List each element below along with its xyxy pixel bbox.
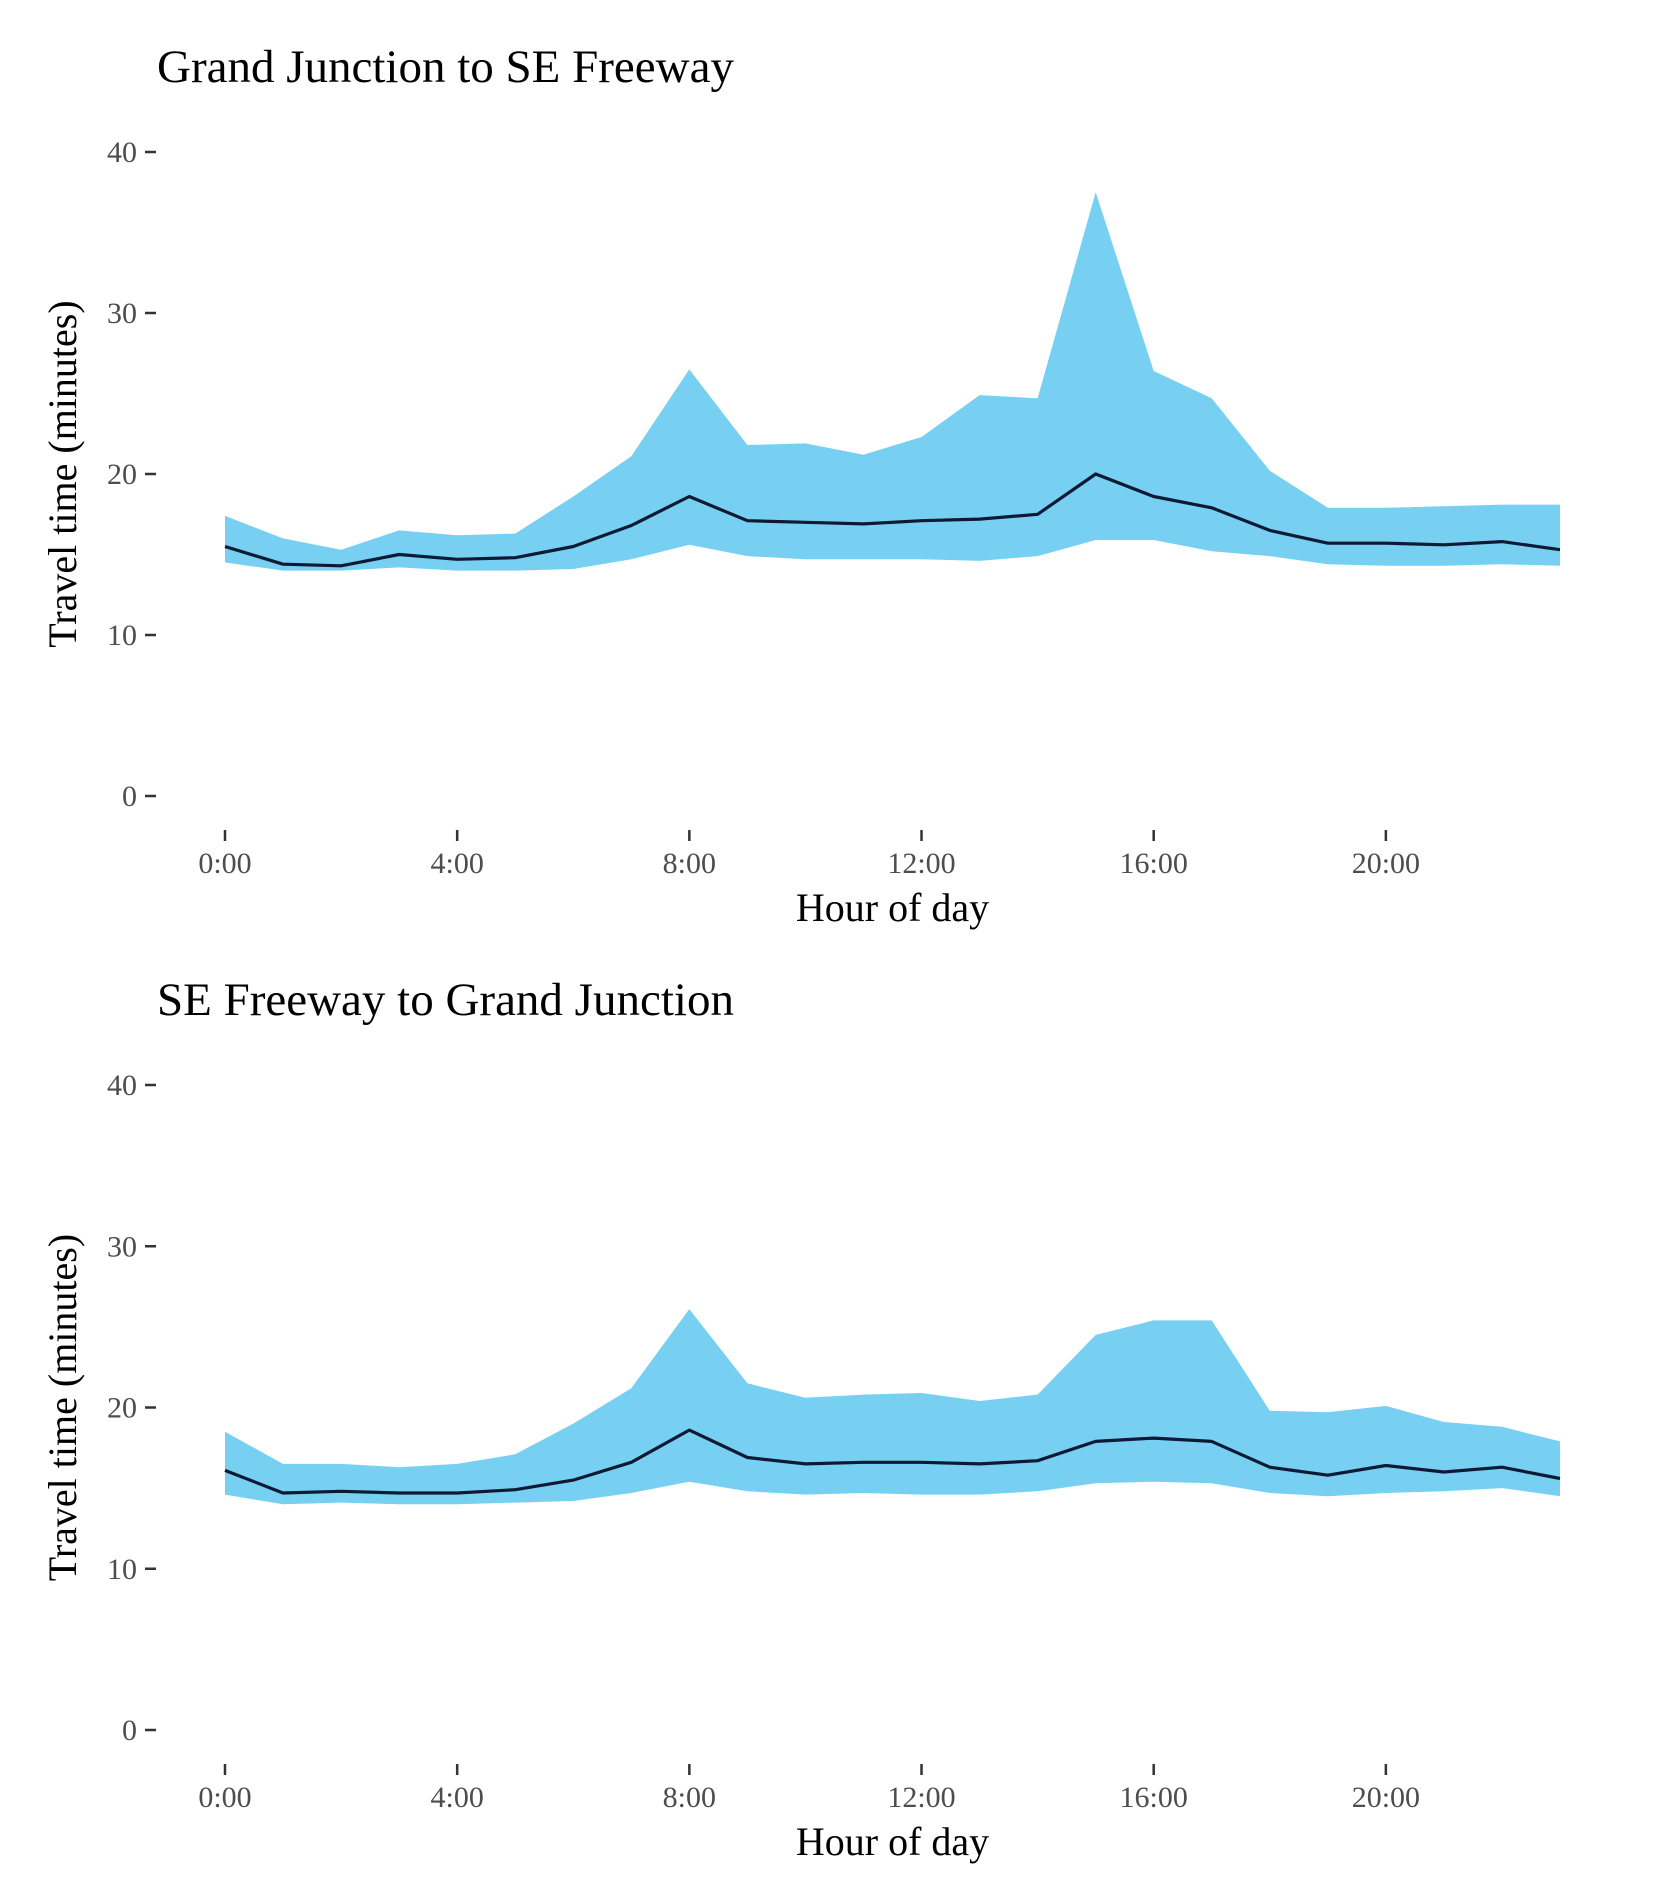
x-tick-label: 12:00 xyxy=(887,1781,955,1814)
y-axis-title: Travel time (minutes) xyxy=(40,300,85,647)
y-tick-label: 30 xyxy=(107,1230,137,1263)
y-tick-label: 20 xyxy=(107,458,137,491)
x-axis-title: Hour of day xyxy=(796,1819,989,1864)
x-axis: 0:00 4:00 8:00 12:00 16:00 20:00 Hour of… xyxy=(198,1764,1420,1864)
x-axis: 0:00 4:00 8:00 12:00 16:00 20:00 Hour of… xyxy=(198,830,1420,930)
x-tick-label: 12:00 xyxy=(887,847,955,880)
x-tick-label: 16:00 xyxy=(1120,1781,1188,1814)
y-tick-label: 0 xyxy=(122,1714,137,1747)
interval-band xyxy=(225,1309,1560,1505)
x-tick-label: 20:00 xyxy=(1352,847,1420,880)
plot-area xyxy=(224,192,1561,571)
interval-band xyxy=(225,192,1560,571)
x-tick-label: 0:00 xyxy=(198,1781,251,1814)
chart-title: Grand Junction to SE Freeway xyxy=(157,41,734,93)
x-tick-label: 20:00 xyxy=(1352,1781,1420,1814)
y-tick-label: 10 xyxy=(107,1553,137,1586)
y-tick-label: 40 xyxy=(107,136,137,169)
x-tick-label: 0:00 xyxy=(198,847,251,880)
x-axis-title: Hour of day xyxy=(796,885,989,930)
y-tick-label: 40 xyxy=(107,1069,137,1102)
x-tick-label: 16:00 xyxy=(1120,847,1188,880)
x-tick-label: 8:00 xyxy=(663,1781,716,1814)
chart-panel-bottom: SE Freeway to Grand Junction 0 10 20 30 … xyxy=(40,974,1561,1864)
plot-area xyxy=(224,1309,1561,1505)
x-tick-label: 8:00 xyxy=(663,847,716,880)
chart-title: SE Freeway to Grand Junction xyxy=(157,974,734,1026)
x-tick-label: 4:00 xyxy=(431,847,484,880)
median-line xyxy=(224,472,1561,568)
y-tick-label: 10 xyxy=(107,619,137,652)
y-axis: 0 10 20 30 40 Travel time (minutes) xyxy=(40,1069,156,1747)
median-line xyxy=(224,1428,1561,1495)
y-tick-label: 30 xyxy=(107,297,137,330)
chart-panel-top: Grand Junction to SE Freeway 0 10 20 30 … xyxy=(40,41,1561,930)
y-tick-label: 20 xyxy=(107,1392,137,1425)
y-axis-title: Travel time (minutes) xyxy=(40,1234,85,1581)
y-axis: 0 10 20 30 40 Travel time (minutes) xyxy=(40,136,156,813)
x-tick-label: 4:00 xyxy=(431,1781,484,1814)
y-tick-label: 0 xyxy=(122,780,137,813)
